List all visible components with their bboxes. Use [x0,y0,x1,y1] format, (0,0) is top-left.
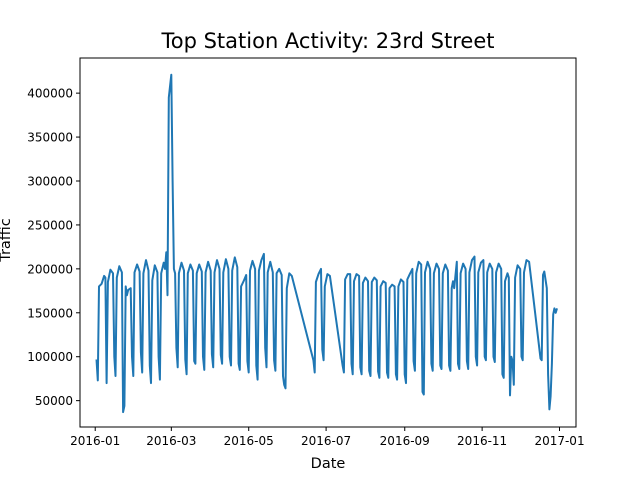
y-axis-label: Traffic [0,218,14,263]
x-tick-label: 2016-01 [70,434,120,448]
y-tick-label: 300000 [27,175,73,189]
chart-title: Top Station Activity: 23rd Street [160,29,494,53]
traffic-series-line [95,73,558,414]
y-axis-ticks: 50000 100000 150000 200000 250000 300000 35000… [27,87,80,408]
x-tick-label: 2016-07 [301,434,351,448]
x-tick-label: 2016-05 [224,434,274,448]
x-tick-label: 2016-09 [380,434,430,448]
y-tick-label: 100000 [27,350,73,364]
x-tick-label: 2016-03 [146,434,196,448]
y-tick-label: 50000 [35,394,73,408]
y-tick-label: 350000 [27,131,73,145]
y-tick-label: 250000 [27,218,73,232]
x-axis-label: Date [311,456,346,472]
y-tick-label: 150000 [27,306,73,320]
x-axis-ticks: 2016-01 2016-03 2016-05 2016-07 2016-09 2016-… [70,427,585,448]
plot-area-frame [79,57,577,428]
x-tick-label: 2016-11 [457,434,507,448]
y-tick-label: 200000 [27,262,73,276]
y-tick-label: 400000 [27,87,73,101]
x-tick-label: 2017-01 [534,434,584,448]
